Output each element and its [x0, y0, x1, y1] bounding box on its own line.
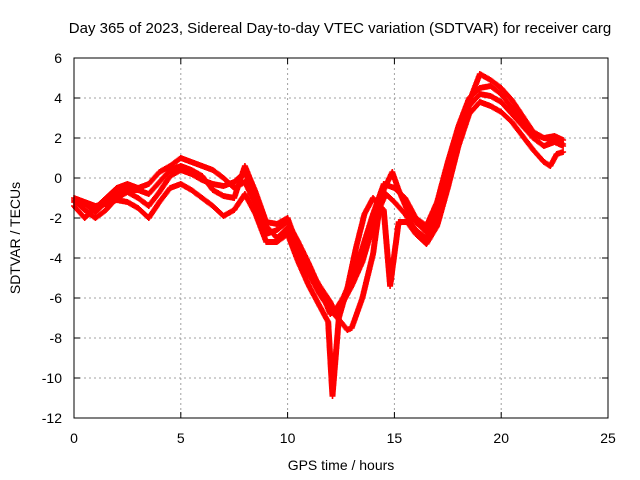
data-series	[71, 71, 567, 399]
grid-lines	[74, 58, 608, 418]
y-tick-label: 4	[54, 90, 62, 106]
x-axis-label: GPS time / hours	[288, 457, 395, 473]
y-tick-label: -6	[50, 290, 63, 306]
y-tick-label: -8	[50, 330, 63, 346]
y-tick-label: -2	[50, 210, 63, 226]
y-tick-label: -10	[42, 370, 62, 386]
chart-title: Day 365 of 2023, Sidereal Day-to-day VTE…	[69, 20, 611, 37]
x-tick-label: 5	[177, 430, 185, 446]
axis-ticks: 0 5 10 15 20 25 -12 -10 -8 -6 -4 -2 0 2 4 6	[42, 50, 616, 446]
y-tick-label: 0	[54, 170, 62, 186]
series-day-3	[71, 99, 567, 399]
x-tick-label: 20	[493, 430, 509, 446]
y-tick-label: 6	[54, 50, 62, 66]
x-tick-label: 15	[387, 430, 403, 446]
y-axis-label: SDTVAR / TECUs	[7, 182, 23, 294]
y-tick-label: -4	[50, 250, 63, 266]
plot-frame	[73, 57, 609, 419]
x-tick-label: 0	[70, 430, 78, 446]
x-tick-label: 25	[600, 430, 616, 446]
x-tick-label: 10	[280, 430, 296, 446]
series-markers	[71, 99, 567, 399]
y-tick-label: -12	[42, 410, 62, 426]
y-tick-label: 2	[54, 130, 62, 146]
